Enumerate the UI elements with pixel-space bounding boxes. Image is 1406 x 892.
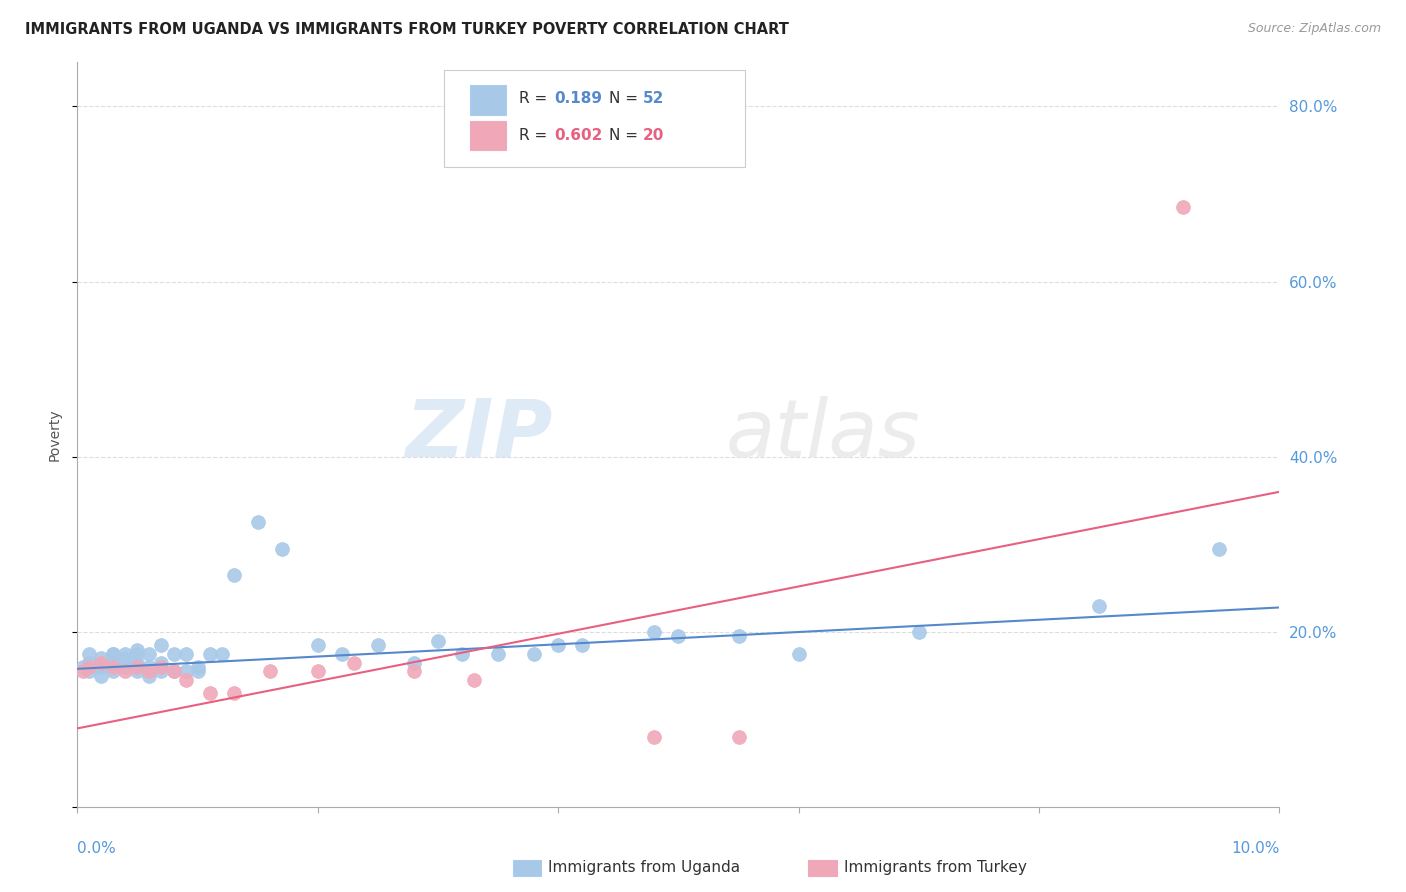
- Point: [150, 660, 173, 674]
- Point: [198, 647, 221, 661]
- Point: [908, 625, 931, 640]
- Text: ZIP: ZIP: [405, 396, 553, 474]
- Point: [643, 625, 665, 640]
- Point: [162, 665, 184, 679]
- Point: [463, 673, 485, 688]
- Point: [222, 568, 245, 582]
- Text: 10.0%: 10.0%: [1232, 841, 1279, 855]
- Point: [402, 656, 425, 670]
- Point: [727, 730, 749, 744]
- Point: [127, 656, 149, 670]
- Point: [79, 647, 101, 661]
- Text: Immigrants from Turkey: Immigrants from Turkey: [844, 860, 1026, 874]
- Point: [174, 673, 197, 688]
- Point: [211, 647, 233, 661]
- Text: 52: 52: [643, 91, 664, 105]
- Text: atlas: atlas: [725, 396, 920, 474]
- Point: [103, 665, 125, 679]
- Point: [259, 665, 281, 679]
- Point: [90, 656, 112, 670]
- Point: [162, 647, 184, 661]
- Text: 20: 20: [643, 128, 664, 143]
- Point: [174, 665, 197, 679]
- Point: [330, 647, 353, 661]
- Point: [138, 660, 160, 674]
- Point: [668, 629, 690, 643]
- Point: [127, 642, 149, 657]
- Point: [114, 665, 136, 679]
- Point: [451, 647, 474, 661]
- Y-axis label: Poverty: Poverty: [48, 409, 62, 461]
- Point: [307, 665, 329, 679]
- Point: [114, 651, 136, 665]
- Point: [427, 633, 450, 648]
- Point: [571, 638, 593, 652]
- Text: Immigrants from Uganda: Immigrants from Uganda: [548, 860, 741, 874]
- Point: [72, 660, 94, 674]
- Point: [103, 656, 125, 670]
- Point: [187, 665, 209, 679]
- Point: [523, 647, 546, 661]
- Text: N =: N =: [609, 91, 643, 105]
- Text: N =: N =: [609, 128, 643, 143]
- FancyBboxPatch shape: [471, 85, 506, 114]
- Point: [174, 647, 197, 661]
- Point: [787, 647, 810, 661]
- Point: [547, 638, 569, 652]
- Point: [103, 647, 125, 661]
- Point: [486, 647, 509, 661]
- Point: [367, 638, 389, 652]
- Point: [1208, 541, 1230, 556]
- Point: [127, 647, 149, 661]
- Point: [270, 541, 292, 556]
- Text: Source: ZipAtlas.com: Source: ZipAtlas.com: [1247, 22, 1381, 36]
- Point: [114, 647, 136, 661]
- Point: [72, 665, 94, 679]
- Point: [402, 665, 425, 679]
- Point: [150, 656, 173, 670]
- Text: IMMIGRANTS FROM UGANDA VS IMMIGRANTS FROM TURKEY POVERTY CORRELATION CHART: IMMIGRANTS FROM UGANDA VS IMMIGRANTS FRO…: [25, 22, 789, 37]
- Text: R =: R =: [519, 128, 551, 143]
- Point: [343, 656, 366, 670]
- Point: [90, 669, 112, 683]
- Point: [138, 665, 160, 679]
- Point: [150, 665, 173, 679]
- Point: [79, 656, 101, 670]
- Point: [307, 638, 329, 652]
- Point: [198, 686, 221, 700]
- Point: [643, 730, 665, 744]
- Text: 0.602: 0.602: [554, 128, 603, 143]
- Point: [138, 669, 160, 683]
- Point: [79, 665, 101, 679]
- Point: [162, 665, 184, 679]
- Point: [103, 660, 125, 674]
- Point: [222, 686, 245, 700]
- Text: R =: R =: [519, 91, 551, 105]
- Point: [127, 660, 149, 674]
- Point: [79, 660, 101, 674]
- Point: [138, 647, 160, 661]
- Point: [727, 629, 749, 643]
- Point: [90, 660, 112, 674]
- Point: [127, 665, 149, 679]
- Text: 0.0%: 0.0%: [77, 841, 117, 855]
- FancyBboxPatch shape: [471, 120, 506, 151]
- Text: 0.189: 0.189: [554, 91, 603, 105]
- Point: [1088, 599, 1111, 613]
- FancyBboxPatch shape: [444, 70, 745, 167]
- Point: [150, 638, 173, 652]
- Point: [187, 660, 209, 674]
- Point: [103, 647, 125, 661]
- Point: [1173, 200, 1195, 214]
- Point: [246, 516, 269, 530]
- Point: [90, 651, 112, 665]
- Point: [114, 660, 136, 674]
